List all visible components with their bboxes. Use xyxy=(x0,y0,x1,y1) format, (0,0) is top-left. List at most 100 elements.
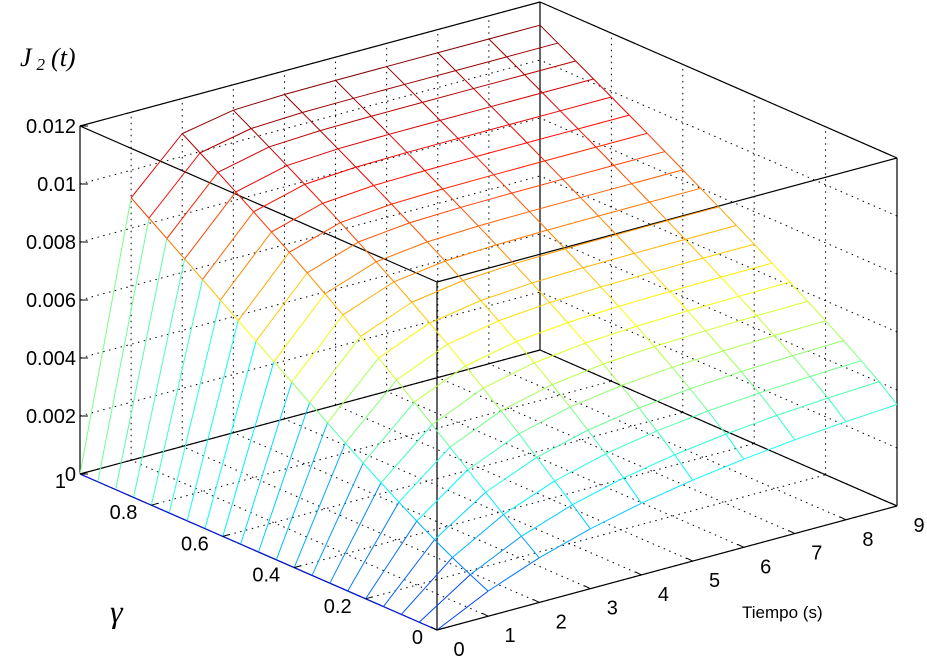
surface-line xyxy=(483,362,535,389)
surface-line xyxy=(429,322,448,345)
surface-line xyxy=(654,330,706,347)
z-axis-label-main: J xyxy=(20,43,33,72)
surface-line xyxy=(827,397,847,422)
back-wall-grid-line xyxy=(79,117,541,243)
surface-line xyxy=(340,222,359,243)
surface-line xyxy=(638,388,691,409)
tick-labels: 0 0.002 0.004 0.006 0.008 0.01 0.012 0 0.2 0.4 0.6… xyxy=(26,116,925,661)
surface-line xyxy=(148,152,201,219)
surface-line xyxy=(649,201,668,222)
surface-line xyxy=(327,357,379,424)
surface-line xyxy=(237,251,290,321)
surface-line xyxy=(623,477,642,504)
surface-line xyxy=(386,66,405,85)
surface-line xyxy=(641,479,693,504)
surface-line xyxy=(404,70,456,85)
surface-line xyxy=(353,97,372,117)
surface-line xyxy=(615,234,635,254)
surface-line xyxy=(595,146,615,166)
surface-line xyxy=(235,191,254,213)
surface-line xyxy=(580,183,632,199)
surface-line xyxy=(636,325,655,347)
surface-line xyxy=(380,424,433,484)
x-tick-label: 4 xyxy=(658,584,669,606)
x-tick-label: 2 xyxy=(556,611,567,633)
surface-line xyxy=(544,160,564,180)
surface-line xyxy=(199,152,219,173)
surface-line xyxy=(406,152,426,172)
surface-line xyxy=(288,251,308,274)
surface-line xyxy=(304,166,357,185)
surface-line xyxy=(286,148,339,167)
x-tick-mark xyxy=(584,585,591,590)
surface-line xyxy=(843,340,862,362)
surface-line xyxy=(416,469,469,522)
surface-line xyxy=(595,132,648,148)
surface-line xyxy=(667,220,686,240)
surface-line xyxy=(306,241,359,274)
surface-line xyxy=(671,366,691,390)
surface-line xyxy=(702,257,722,278)
surface-line xyxy=(554,453,606,482)
surface-line xyxy=(275,422,328,560)
surface-line xyxy=(360,336,379,359)
z-tick-label: 0.01 xyxy=(37,174,76,196)
surface-line xyxy=(554,480,573,505)
surface-line xyxy=(202,279,221,301)
surface-line xyxy=(391,188,443,205)
surface-line xyxy=(605,453,624,479)
surface-line xyxy=(255,340,275,362)
surface-line xyxy=(500,384,553,412)
surface-line xyxy=(373,170,425,187)
surface-line xyxy=(199,128,252,154)
surface-line xyxy=(362,401,415,464)
y-tick-mark xyxy=(79,471,88,475)
surface-line xyxy=(791,355,811,377)
surface-line xyxy=(460,207,479,227)
surface-line xyxy=(455,56,507,72)
surface-line xyxy=(293,567,313,576)
surface-line xyxy=(520,535,540,559)
surface-line xyxy=(756,300,808,317)
surface-line xyxy=(488,24,541,40)
surface-line xyxy=(753,243,773,264)
surface-line xyxy=(738,295,758,317)
surface-line xyxy=(521,504,573,537)
surface-line xyxy=(380,482,400,503)
surface-line xyxy=(518,433,538,458)
surface-line xyxy=(567,305,619,324)
surface-line xyxy=(475,142,528,158)
surface-line xyxy=(378,357,397,381)
surface-line xyxy=(237,320,257,342)
surface-line xyxy=(605,430,658,455)
surface-line xyxy=(373,185,392,205)
surface-line xyxy=(618,290,670,307)
surface-line xyxy=(682,169,702,189)
surface-line xyxy=(130,133,183,199)
surface-line xyxy=(689,371,742,390)
z-axis-label: J 2 (t) xyxy=(20,43,76,74)
surface-line xyxy=(707,392,760,412)
surface-line xyxy=(498,302,550,322)
surface-mesh xyxy=(79,24,898,631)
surface-line xyxy=(722,350,742,372)
surface-line xyxy=(286,165,306,185)
surface-line xyxy=(447,343,466,367)
surface-line xyxy=(411,280,464,303)
surface-line xyxy=(362,462,382,484)
surface-line xyxy=(79,473,99,483)
surface-line xyxy=(538,528,591,559)
surface-line xyxy=(115,489,134,498)
surface-line xyxy=(97,481,116,491)
surface-line xyxy=(235,165,288,193)
surface-line xyxy=(184,258,203,280)
z-tick-label: 0 xyxy=(65,464,76,486)
surface-line xyxy=(758,375,811,394)
surface-line xyxy=(467,433,520,471)
surface-line xyxy=(620,366,673,387)
surface-line xyxy=(741,355,793,373)
surface-line xyxy=(464,365,484,389)
surface-line xyxy=(148,217,168,239)
